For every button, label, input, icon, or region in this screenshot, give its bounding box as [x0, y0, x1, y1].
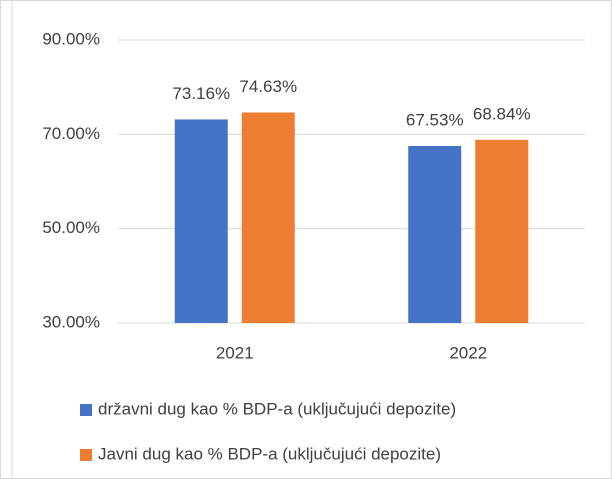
y-tick-label: 70.00%	[42, 124, 100, 143]
x-tick-label: 2021	[216, 343, 254, 362]
x-tick-label: 2022	[449, 343, 487, 362]
bar	[408, 145, 462, 323]
legend-swatch	[80, 449, 92, 461]
legend-label: državni dug kao % BDP-a (uključujući dep…	[98, 399, 456, 418]
data-label: 67.53%	[406, 110, 464, 129]
y-tick-label: 30.00%	[42, 312, 100, 331]
y-tick-label: 90.00%	[42, 29, 100, 48]
legend-label: Javni dug kao % BDP-a (uključujući depoz…	[98, 444, 441, 463]
legend-swatch	[80, 404, 92, 416]
data-label: 74.63%	[239, 77, 297, 96]
bar	[475, 139, 529, 323]
data-label: 68.84%	[473, 104, 531, 123]
y-tick-label: 50.00%	[42, 218, 100, 237]
bar	[174, 119, 228, 323]
data-label: 73.16%	[172, 84, 230, 103]
bar	[241, 112, 295, 323]
